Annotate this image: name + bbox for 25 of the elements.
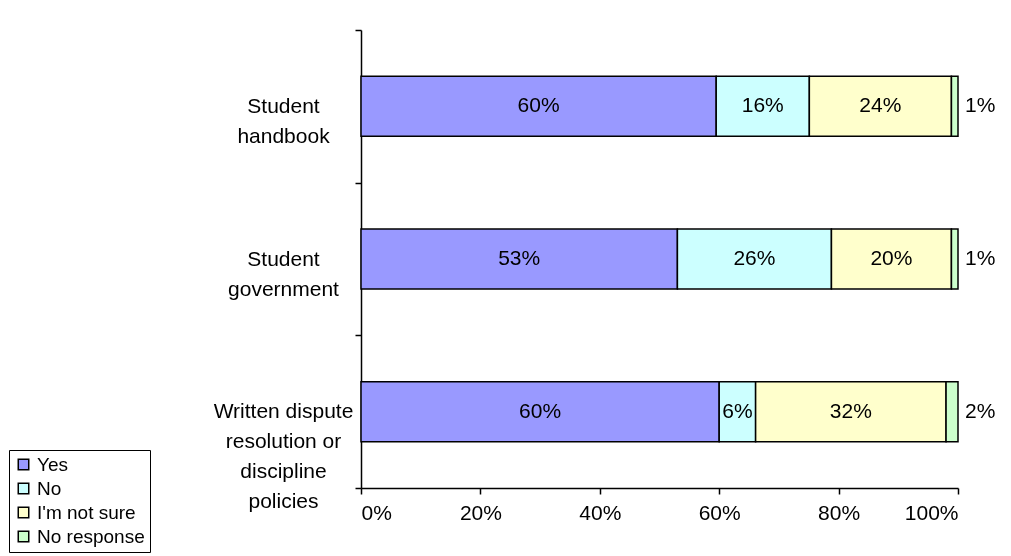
y-tick-label: Student handbook [237,93,331,147]
data-label: 1% [965,93,996,117]
data-label: 24% [859,93,902,117]
data-label: 60% [517,93,560,117]
y-tick-label: Student government [228,246,340,300]
data-label: 16% [741,93,784,117]
data-label: 26% [733,246,776,269]
x-tick-label: 100% [904,500,959,524]
legend-label: I'm not sure [37,501,136,523]
legend-label: Yes [37,453,68,475]
legend-label: No [37,477,62,499]
data-label: 1% [965,246,996,269]
data-label: 20% [870,246,913,269]
legend-label: No response [37,525,145,547]
data-label: 6% [722,398,753,422]
data-label: 53% [498,246,541,269]
data-label: 2% [965,398,996,422]
x-tick-label: 0% [361,500,392,524]
x-tick-label: 80% [818,500,861,524]
data-label: 60% [519,398,562,422]
x-tick-label: 40% [579,500,622,524]
y-tick-label: Written dispute resolution or discipline policies [213,399,354,513]
x-tick-label: 60% [698,500,741,524]
data-label: 32% [829,398,872,422]
x-tick-label: 20% [459,500,502,524]
